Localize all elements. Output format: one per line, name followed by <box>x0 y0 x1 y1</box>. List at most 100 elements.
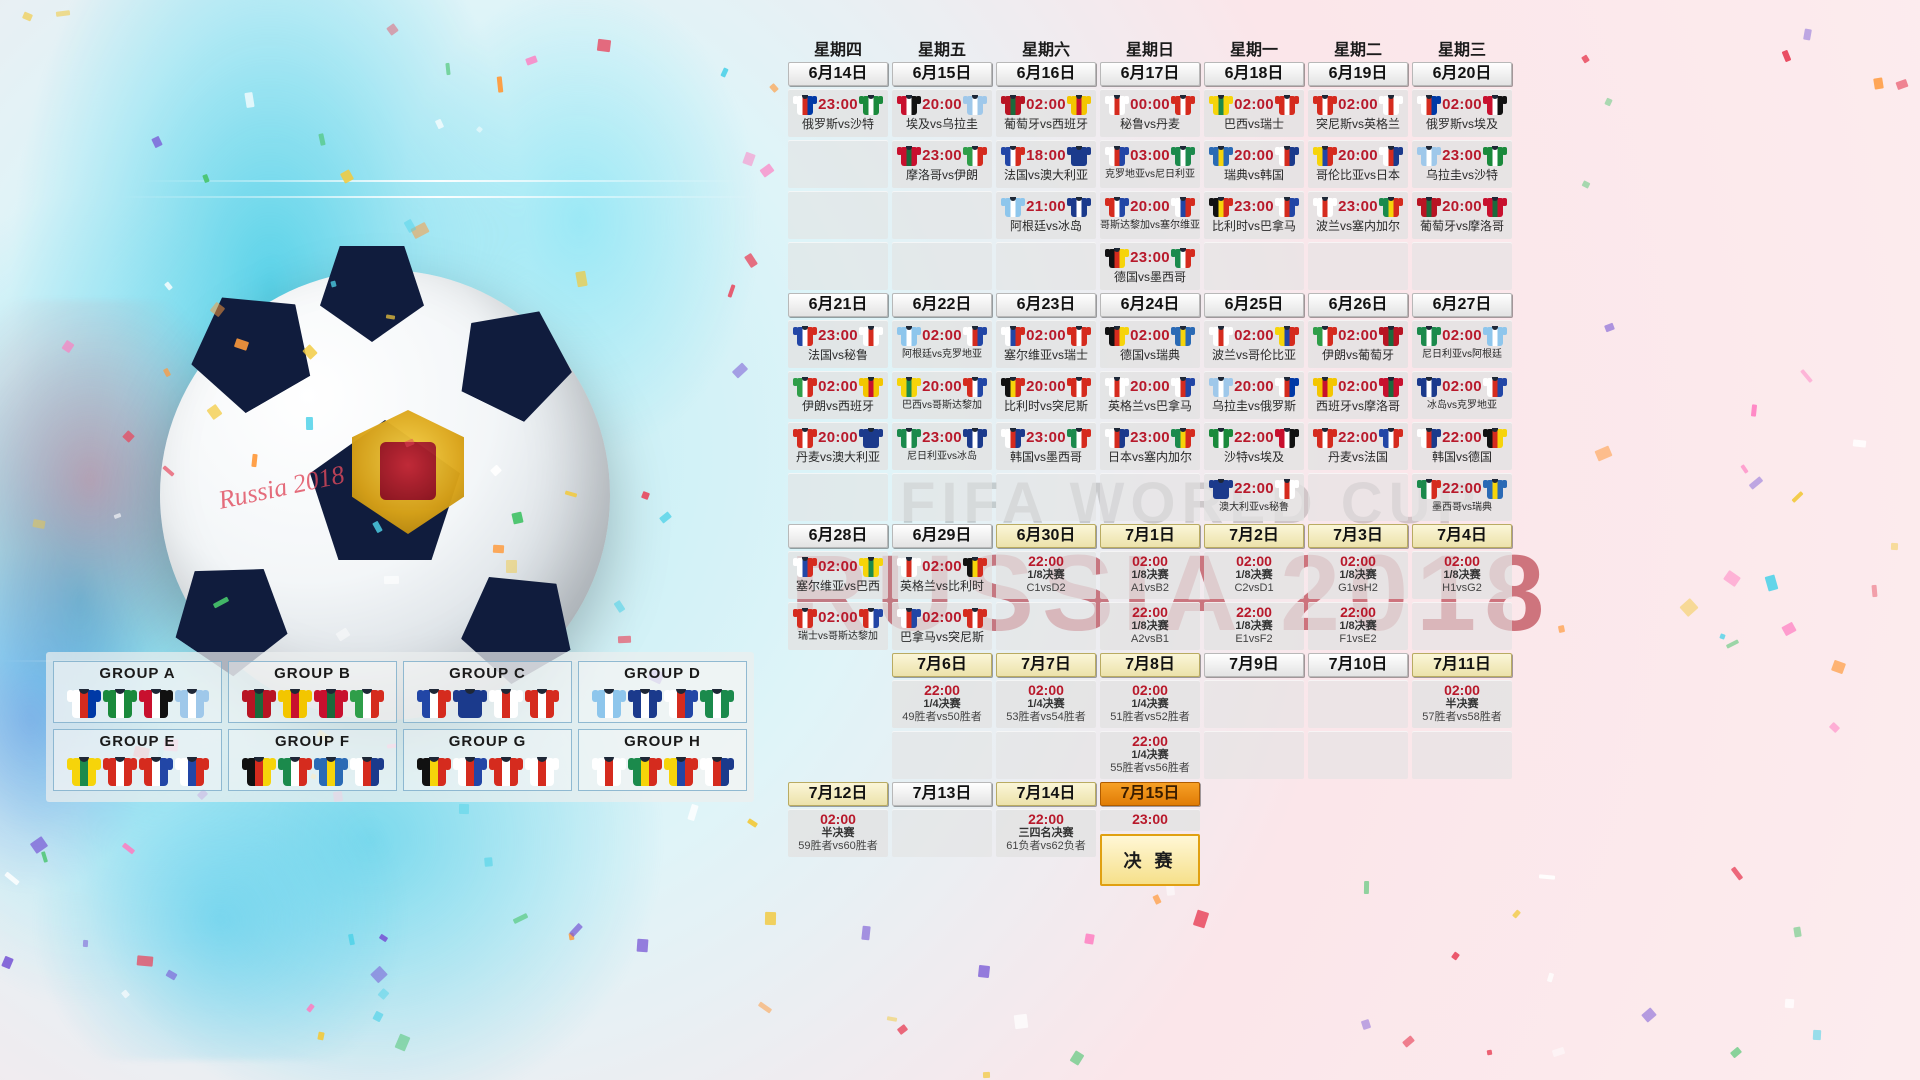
group-match-cell[interactable]: 22:00 墨西哥vs瑞典 <box>1412 473 1512 521</box>
date-chip[interactable]: 6月26日 <box>1308 293 1408 317</box>
date-chip[interactable]: 6月22日 <box>892 293 992 317</box>
group-match-cell[interactable]: 20:00 哥伦比亚vs日本 <box>1308 140 1408 188</box>
group-box-group-c[interactable]: GROUP C <box>403 661 572 723</box>
group-match-cell[interactable]: 21:00 阿根廷vs冰岛 <box>996 191 1096 239</box>
group-match-cell[interactable]: 02:00 俄罗斯vs埃及 <box>1412 89 1512 137</box>
final-match-cell[interactable]: 决 赛 <box>1100 834 1200 886</box>
date-chip[interactable]: 6月16日 <box>996 62 1096 86</box>
group-match-cell[interactable]: 23:00 德国vs墨西哥 <box>1100 242 1200 290</box>
group-match-cell[interactable]: 23:00 比利时vs巴拿马 <box>1204 191 1304 239</box>
date-chip[interactable]: 6月29日 <box>892 524 992 548</box>
group-match-cell[interactable]: 23:00 波兰vs塞内加尔 <box>1308 191 1408 239</box>
group-match-cell[interactable]: 02:00 瑞士vs哥斯达黎加 <box>788 602 888 650</box>
final-time-cell[interactable]: 23:00 <box>1100 809 1200 831</box>
group-match-cell[interactable]: 20:00 瑞典vs韩国 <box>1204 140 1304 188</box>
date-chip[interactable]: 6月28日 <box>788 524 888 548</box>
date-chip[interactable]: 6月21日 <box>788 293 888 317</box>
date-chip[interactable]: 6月30日 <box>996 524 1096 548</box>
knockout-match-cell[interactable]: 02:00 1/8决赛 A1vsB2 <box>1100 551 1200 599</box>
group-box-group-d[interactable]: GROUP D <box>578 661 747 723</box>
date-chip[interactable]: 6月27日 <box>1412 293 1512 317</box>
group-match-cell[interactable]: 02:00 德国vs瑞典 <box>1100 320 1200 368</box>
group-box-group-h[interactable]: GROUP H <box>578 729 747 791</box>
date-chip[interactable]: 6月19日 <box>1308 62 1408 86</box>
group-match-cell[interactable]: 20:00 英格兰vs巴拿马 <box>1100 371 1200 419</box>
group-match-cell[interactable]: 02:00 英格兰vs比利时 <box>892 551 992 599</box>
date-chip[interactable]: 6月18日 <box>1204 62 1304 86</box>
group-box-group-e[interactable]: GROUP E <box>53 729 222 791</box>
group-match-cell[interactable]: 02:00 冰岛vs克罗地亚 <box>1412 371 1512 419</box>
group-box-group-g[interactable]: GROUP G <box>403 729 572 791</box>
knockout-match-cell[interactable]: 22:00 三四名决赛 61负者vs62负者 <box>996 809 1096 857</box>
group-match-cell[interactable]: 22:00 沙特vs埃及 <box>1204 422 1304 470</box>
group-match-cell[interactable]: 23:00 韩国vs墨西哥 <box>996 422 1096 470</box>
group-match-cell[interactable]: 02:00 伊朗vs葡萄牙 <box>1308 320 1408 368</box>
group-match-cell[interactable]: 23:00 俄罗斯vs沙特 <box>788 89 888 137</box>
group-match-cell[interactable]: 02:00 西班牙vs摩洛哥 <box>1308 371 1408 419</box>
group-match-cell[interactable]: 18:00 法国vs澳大利亚 <box>996 140 1096 188</box>
group-match-cell[interactable]: 20:00 葡萄牙vs摩洛哥 <box>1412 191 1512 239</box>
group-match-cell[interactable]: 02:00 突尼斯vs英格兰 <box>1308 89 1408 137</box>
knockout-match-cell[interactable]: 22:00 1/8决赛 E1vsF2 <box>1204 602 1304 650</box>
date-chip[interactable]: 6月25日 <box>1204 293 1304 317</box>
date-chip[interactable]: 7月15日 <box>1100 782 1200 806</box>
date-chip[interactable]: 7月2日 <box>1204 524 1304 548</box>
group-match-cell[interactable]: 00:00 秘鲁vs丹麦 <box>1100 89 1200 137</box>
knockout-match-cell[interactable]: 02:00 1/8决赛 C2vsD1 <box>1204 551 1304 599</box>
group-match-cell[interactable]: 02:00 巴西vs瑞士 <box>1204 89 1304 137</box>
group-match-cell[interactable]: 20:00 丹麦vs澳大利亚 <box>788 422 888 470</box>
knockout-match-cell[interactable]: 02:00 1/4决赛 51胜者vs52胜者 <box>1100 680 1200 728</box>
date-chip[interactable]: 7月14日 <box>996 782 1096 806</box>
date-chip[interactable]: 7月11日 <box>1412 653 1512 677</box>
date-chip[interactable]: 7月9日 <box>1204 653 1304 677</box>
group-match-cell[interactable]: 23:00 法国vs秘鲁 <box>788 320 888 368</box>
group-match-cell[interactable]: 03:00 克罗地亚vs尼日利亚 <box>1100 140 1200 188</box>
date-chip[interactable]: 7月7日 <box>996 653 1096 677</box>
group-match-cell[interactable]: 02:00 尼日利亚vs阿根廷 <box>1412 320 1512 368</box>
date-chip[interactable]: 6月17日 <box>1100 62 1200 86</box>
date-chip[interactable]: 6月23日 <box>996 293 1096 317</box>
knockout-match-cell[interactable]: 22:00 1/4决赛 49胜者vs50胜者 <box>892 680 992 728</box>
knockout-match-cell[interactable]: 22:00 1/8决赛 A2vsB1 <box>1100 602 1200 650</box>
date-chip[interactable]: 7月8日 <box>1100 653 1200 677</box>
date-chip[interactable]: 6月15日 <box>892 62 992 86</box>
group-box-group-b[interactable]: GROUP B <box>228 661 397 723</box>
group-match-cell[interactable]: 20:00 乌拉圭vs俄罗斯 <box>1204 371 1304 419</box>
knockout-match-cell[interactable]: 02:00 半决赛 59胜者vs60胜者 <box>788 809 888 857</box>
date-chip[interactable]: 7月3日 <box>1308 524 1408 548</box>
date-chip[interactable]: 6月14日 <box>788 62 888 86</box>
group-match-cell[interactable]: 23:00 摩洛哥vs伊朗 <box>892 140 992 188</box>
group-box-group-f[interactable]: GROUP F <box>228 729 397 791</box>
knockout-match-cell[interactable]: 02:00 半决赛 57胜者vs58胜者 <box>1412 680 1512 728</box>
group-match-cell[interactable]: 20:00 巴西vs哥斯达黎加 <box>892 371 992 419</box>
group-match-cell[interactable]: 02:00 阿根廷vs克罗地亚 <box>892 320 992 368</box>
knockout-match-cell[interactable]: 02:00 1/4决赛 53胜者vs54胜者 <box>996 680 1096 728</box>
knockout-match-cell[interactable]: 02:00 1/8决赛 H1vsG2 <box>1412 551 1512 599</box>
date-chip[interactable]: 6月24日 <box>1100 293 1200 317</box>
group-match-cell[interactable]: 20:00 哥斯达黎加vs塞尔维亚 <box>1100 191 1200 239</box>
knockout-match-cell[interactable]: 22:00 1/4决赛 55胜者vs56胜者 <box>1100 731 1200 779</box>
group-match-cell[interactable]: 02:00 塞尔维亚vs巴西 <box>788 551 888 599</box>
date-chip[interactable]: 7月12日 <box>788 782 888 806</box>
knockout-match-cell[interactable]: 02:00 1/8决赛 G1vsH2 <box>1308 551 1408 599</box>
group-match-cell[interactable]: 22:00 丹麦vs法国 <box>1308 422 1408 470</box>
date-chip[interactable]: 7月13日 <box>892 782 992 806</box>
group-match-cell[interactable]: 20:00 埃及vs乌拉圭 <box>892 89 992 137</box>
date-chip[interactable]: 6月20日 <box>1412 62 1512 86</box>
date-chip[interactable]: 7月10日 <box>1308 653 1408 677</box>
group-match-cell[interactable]: 22:00 韩国vs德国 <box>1412 422 1512 470</box>
group-match-cell[interactable]: 22:00 澳大利亚vs秘鲁 <box>1204 473 1304 521</box>
date-chip[interactable]: 7月4日 <box>1412 524 1512 548</box>
group-match-cell[interactable]: 02:00 巴拿马vs突尼斯 <box>892 602 992 650</box>
group-match-cell[interactable]: 20:00 比利时vs突尼斯 <box>996 371 1096 419</box>
knockout-match-cell[interactable]: 22:00 1/8决赛 C1vsD2 <box>996 551 1096 599</box>
group-match-cell[interactable]: 02:00 塞尔维亚vs瑞士 <box>996 320 1096 368</box>
group-match-cell[interactable]: 02:00 伊朗vs西班牙 <box>788 371 888 419</box>
group-match-cell[interactable]: 02:00 葡萄牙vs西班牙 <box>996 89 1096 137</box>
group-match-cell[interactable]: 23:00 乌拉圭vs沙特 <box>1412 140 1512 188</box>
group-box-group-a[interactable]: GROUP A <box>53 661 222 723</box>
knockout-match-cell[interactable]: 22:00 1/8决赛 F1vsE2 <box>1308 602 1408 650</box>
group-match-cell[interactable]: 02:00 波兰vs哥伦比亚 <box>1204 320 1304 368</box>
group-match-cell[interactable]: 23:00 尼日利亚vs冰岛 <box>892 422 992 470</box>
group-match-cell[interactable]: 23:00 日本vs塞内加尔 <box>1100 422 1200 470</box>
